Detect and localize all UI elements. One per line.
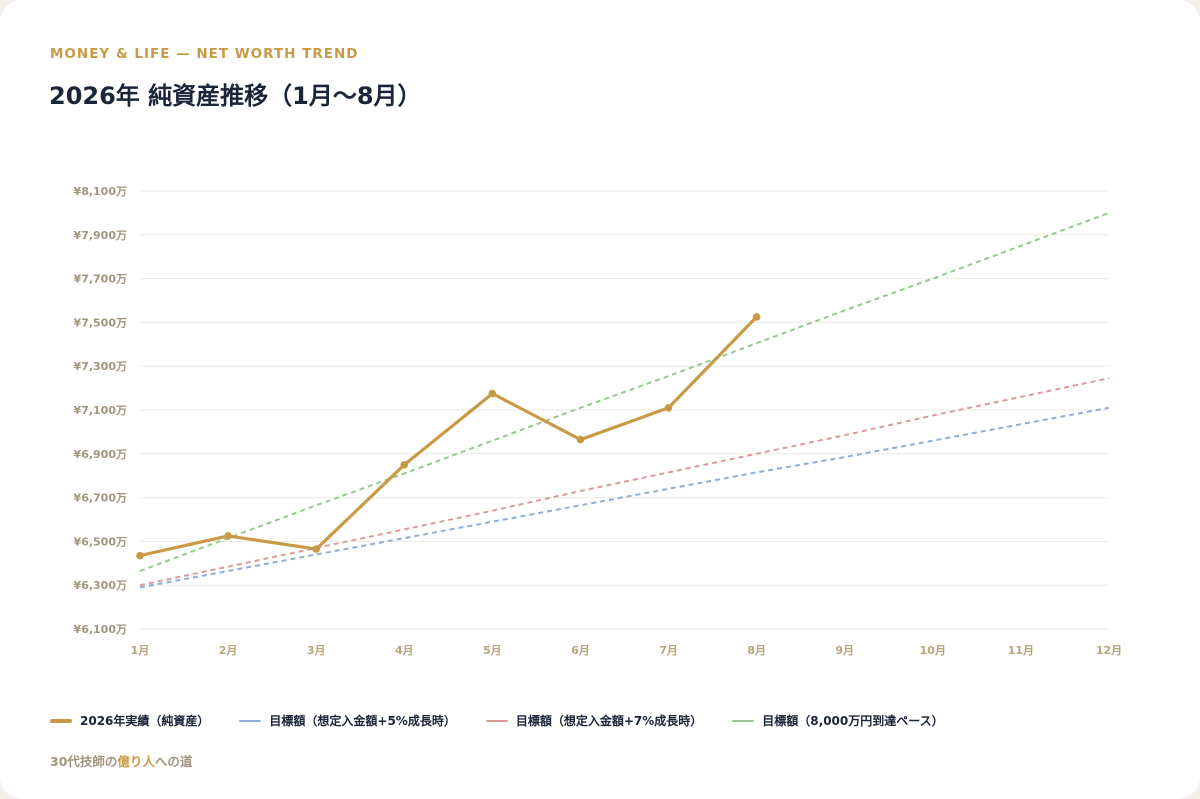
legend-item-2: 目標額（想定入金額+7%成長時） bbox=[485, 712, 703, 729]
line-chart: ¥6,100万 ¥6,300万 ¥6,500万 ¥6,700万 ¥6,900万 ¥7,10… bbox=[74, 185, 1123, 657]
footer-prefix: 30代技師の bbox=[50, 754, 118, 769]
eyebrow-label: MONEY & LIFE — NET WORTH TREND bbox=[50, 46, 359, 62]
data-point bbox=[664, 404, 673, 412]
footer-suffix: への道 bbox=[154, 754, 193, 769]
legend-label: 目標額（想定入金額+5%成長時） bbox=[269, 714, 456, 728]
page-title: 2026年 純資産推移（1月〜8月） bbox=[49, 82, 422, 110]
x-tick-label: 6月 bbox=[571, 644, 590, 657]
series-line-1 bbox=[139, 406, 1110, 589]
x-tick-label: 5月 bbox=[483, 644, 502, 657]
legend-swatch bbox=[239, 719, 262, 722]
y-tick-label: ¥6,100万 bbox=[74, 623, 127, 636]
data-point bbox=[224, 532, 232, 540]
grid-lines bbox=[140, 190, 1109, 630]
data-point bbox=[752, 313, 761, 321]
y-tick-label: ¥7,500万 bbox=[74, 316, 127, 329]
x-tick-label: 1月 bbox=[131, 644, 150, 657]
x-tick-label: 7月 bbox=[659, 644, 678, 657]
series-line-3 bbox=[139, 211, 1110, 572]
series-line-0 bbox=[138, 315, 759, 558]
x-tick-label: 2月 bbox=[219, 644, 238, 657]
legend-swatch bbox=[50, 718, 72, 723]
y-tick-label: ¥6,700万 bbox=[74, 492, 127, 505]
x-axis-ticks: 1月 2月 3月 4月 5月 6月 7月 8月 9月 10月 11月 12月 bbox=[131, 644, 1122, 657]
data-point bbox=[576, 435, 585, 444]
legend-item-3: 目標額（8,000万円到達ペース） bbox=[732, 712, 944, 729]
legend-label: 目標額（想定入金額+7%成長時） bbox=[515, 714, 703, 728]
data-point bbox=[136, 551, 144, 560]
x-tick-label: 9月 bbox=[835, 644, 854, 657]
data-point bbox=[488, 389, 497, 398]
footer-tagline: 30代技師の億り人への道 bbox=[50, 751, 192, 770]
footer-accent: 億り人 bbox=[117, 754, 155, 769]
x-tick-label: 4月 bbox=[395, 644, 414, 657]
y-tick-label: ¥6,300万 bbox=[74, 579, 127, 592]
series-line-2 bbox=[139, 377, 1110, 587]
y-tick-label: ¥7,900万 bbox=[74, 229, 127, 242]
y-axis-ticks: ¥6,100万 ¥6,300万 ¥6,500万 ¥6,700万 ¥6,900万 ¥7,10… bbox=[74, 185, 127, 636]
x-tick-label: 10月 bbox=[920, 644, 946, 657]
x-tick-label: 11月 bbox=[1008, 644, 1034, 657]
legend-item-0: 2026年実績（純資産） bbox=[50, 712, 209, 729]
data-point bbox=[400, 460, 409, 469]
legend-label: 目標額（8,000万円到達ペース） bbox=[762, 714, 944, 728]
y-tick-label: ¥7,300万 bbox=[74, 360, 127, 373]
y-tick-label: ¥7,700万 bbox=[74, 273, 127, 286]
x-tick-label: 3月 bbox=[307, 644, 326, 657]
legend-swatch bbox=[485, 719, 508, 722]
series-layer bbox=[136, 211, 1110, 589]
legend-item-1: 目標額（想定入金額+5%成長時） bbox=[239, 712, 456, 729]
y-tick-label: ¥7,100万 bbox=[74, 404, 127, 417]
y-tick-label: ¥6,500万 bbox=[74, 535, 127, 548]
x-tick-label: 12月 bbox=[1096, 644, 1122, 657]
legend: 2026年実績（純資産） 目標額（想定入金額+5%成長時） 目標額（想定入金額+7%… bbox=[50, 712, 974, 729]
y-tick-label: ¥6,900万 bbox=[74, 448, 127, 461]
legend-label: 2026年実績（純資産） bbox=[80, 714, 210, 728]
data-point bbox=[312, 545, 320, 553]
x-tick-label: 8月 bbox=[747, 644, 766, 657]
y-tick-label: ¥8,100万 bbox=[74, 185, 127, 198]
legend-swatch bbox=[732, 719, 755, 722]
